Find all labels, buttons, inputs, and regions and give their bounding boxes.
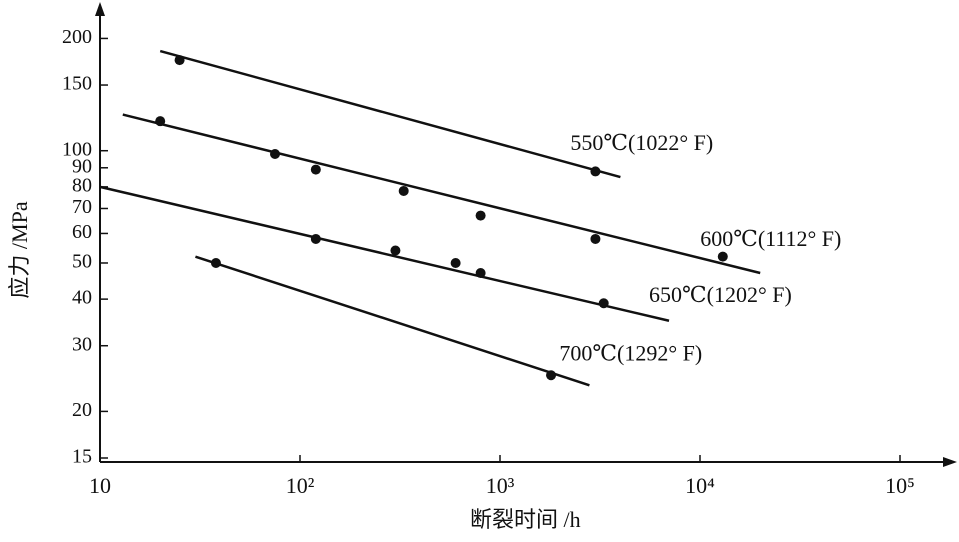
y-tick-label: 60 [72, 221, 92, 243]
y-tick-label: 40 [72, 287, 92, 309]
x-tick-label: 10⁴ [685, 473, 715, 498]
y-tick-label: 70 [72, 196, 92, 218]
y-axis-label: 应力 /MPa [7, 201, 32, 298]
data-point [590, 166, 601, 177]
x-tick-label: 10² [286, 473, 315, 498]
series-label: 600℃(1112° F) [700, 226, 841, 251]
data-point [598, 298, 609, 309]
y-tick-label: 30 [72, 333, 92, 355]
data-point [398, 185, 409, 196]
y-tick-label: 90 [72, 155, 92, 177]
x-tick-label: 10⁵ [885, 473, 915, 498]
y-tick-label: 15 [72, 446, 92, 468]
data-point [310, 164, 321, 175]
y-tick-label: 20 [72, 399, 92, 421]
x-axis-label: 断裂时间 /h [470, 507, 581, 532]
y-tick-label: 80 [72, 174, 92, 196]
fit-line [195, 255, 590, 387]
x-arrow [943, 457, 957, 467]
data-point [270, 148, 281, 159]
fit-line [99, 185, 670, 322]
data-point [475, 268, 486, 279]
x-tick-label: 10 [89, 473, 111, 498]
fit-line [159, 49, 621, 179]
y-tick-label: 50 [72, 251, 92, 273]
data-point [174, 55, 185, 66]
data-point [590, 233, 601, 244]
data-point [390, 245, 401, 256]
data-point [475, 210, 486, 221]
y-tick-label: 100 [62, 138, 92, 160]
fit-line [122, 113, 761, 275]
data-point [210, 257, 221, 268]
data-point [717, 251, 728, 262]
series-label: 650℃(1202° F) [649, 282, 792, 307]
data-point [310, 233, 321, 244]
data-point [450, 257, 461, 268]
series-label: 700℃(1292° F) [559, 340, 702, 365]
y-arrow [95, 2, 105, 16]
data-point [546, 370, 557, 381]
series-label: 550℃(1022° F) [570, 130, 713, 155]
y-tick-label: 150 [62, 73, 92, 95]
x-tick-label: 10³ [486, 473, 515, 498]
y-tick-label: 200 [62, 26, 92, 48]
data-point [155, 116, 166, 127]
